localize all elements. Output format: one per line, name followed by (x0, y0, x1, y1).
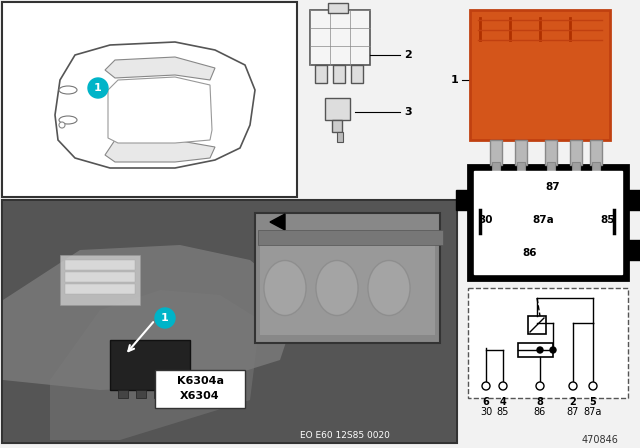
Bar (570, 140, 582, 165)
Bar (110, 340, 190, 390)
Text: K6304a: K6304a (177, 376, 223, 386)
Bar (592, 162, 600, 177)
Bar (258, 230, 443, 245)
Bar (590, 140, 602, 165)
Text: EO E60 12S85 0020: EO E60 12S85 0020 (300, 431, 390, 439)
Text: 2: 2 (404, 50, 412, 60)
Circle shape (482, 382, 490, 390)
Bar (515, 140, 527, 165)
Text: 85: 85 (601, 215, 615, 225)
Circle shape (536, 382, 544, 390)
Bar (517, 162, 525, 177)
Ellipse shape (264, 260, 306, 315)
Bar (492, 162, 500, 177)
Bar (333, 65, 345, 83)
Text: 3: 3 (404, 107, 412, 117)
Text: 1: 1 (161, 313, 169, 323)
Polygon shape (108, 77, 212, 143)
Bar (2, 2, 297, 197)
Text: 87a: 87a (532, 215, 554, 225)
Bar (518, 343, 553, 357)
Bar (3, 201, 456, 442)
Circle shape (589, 382, 597, 390)
Bar (118, 390, 128, 398)
Bar (154, 390, 164, 398)
Bar (547, 162, 555, 177)
Text: 4: 4 (500, 397, 506, 407)
Text: 30: 30 (479, 215, 493, 225)
Bar (337, 132, 343, 142)
Text: 8: 8 (536, 397, 543, 407)
Circle shape (499, 382, 507, 390)
Text: 6: 6 (483, 397, 490, 407)
Bar (626, 190, 640, 210)
Polygon shape (3, 245, 300, 390)
Ellipse shape (316, 260, 358, 315)
Bar (470, 10, 610, 140)
Bar (172, 390, 182, 398)
Ellipse shape (59, 116, 77, 124)
Text: 30: 30 (480, 407, 492, 417)
Text: 85: 85 (497, 407, 509, 417)
Bar (468, 288, 628, 398)
Text: 87: 87 (567, 407, 579, 417)
Bar (325, 98, 350, 120)
Bar (260, 240, 435, 335)
Bar (65, 260, 135, 270)
Text: 86: 86 (523, 248, 537, 258)
Circle shape (155, 308, 175, 328)
Bar (572, 162, 580, 177)
Bar (626, 240, 640, 260)
Polygon shape (270, 214, 285, 230)
Bar (328, 3, 348, 13)
Bar (474, 171, 622, 274)
Bar (315, 65, 327, 83)
Bar (528, 316, 546, 334)
Text: 2: 2 (570, 397, 577, 407)
Bar (456, 190, 470, 210)
Bar (490, 140, 502, 165)
Bar (255, 213, 440, 343)
Bar (2, 200, 457, 443)
Text: 1: 1 (94, 83, 102, 93)
Bar (545, 140, 557, 165)
Polygon shape (50, 290, 260, 440)
Text: 87a: 87a (584, 407, 602, 417)
Text: 5: 5 (589, 397, 596, 407)
Circle shape (59, 122, 65, 128)
Bar (351, 65, 363, 83)
Text: 86: 86 (534, 407, 546, 417)
Bar (65, 284, 135, 294)
Circle shape (569, 382, 577, 390)
Text: 1: 1 (451, 75, 459, 85)
Polygon shape (105, 140, 215, 162)
Bar (65, 272, 135, 282)
Bar (468, 165, 628, 280)
Polygon shape (55, 42, 255, 168)
Circle shape (88, 78, 108, 98)
Bar (332, 120, 342, 132)
Bar (136, 390, 146, 398)
Circle shape (550, 347, 556, 353)
Bar (60, 255, 140, 305)
Text: 470846: 470846 (582, 435, 618, 445)
Circle shape (537, 347, 543, 353)
Text: 87: 87 (546, 182, 560, 192)
Text: X6304: X6304 (180, 391, 220, 401)
Polygon shape (105, 57, 215, 80)
Bar (310, 10, 370, 65)
Ellipse shape (59, 86, 77, 94)
Bar (155, 370, 245, 408)
Ellipse shape (368, 260, 410, 315)
